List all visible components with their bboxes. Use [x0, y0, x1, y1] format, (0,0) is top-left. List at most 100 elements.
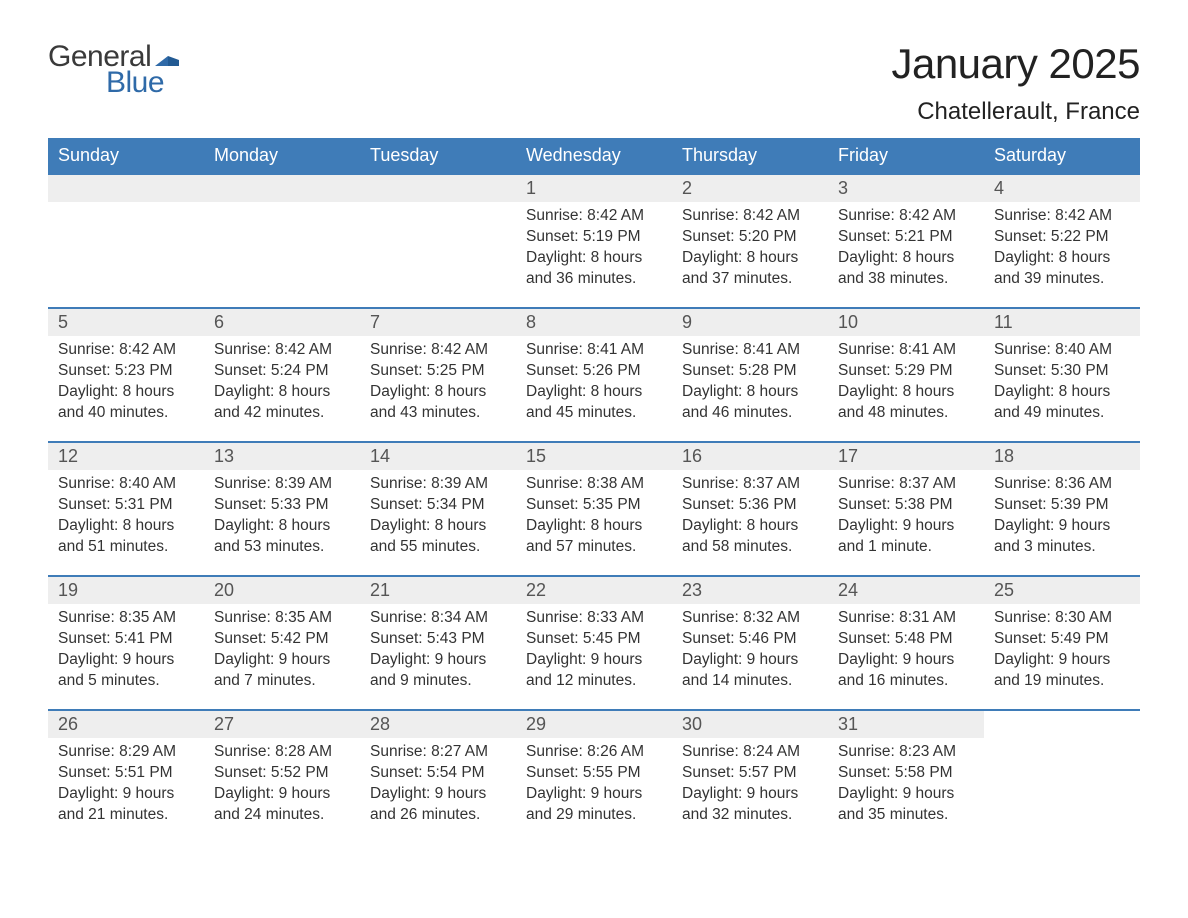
- day-number: 20: [204, 577, 360, 604]
- day-body: Sunrise: 8:29 AMSunset: 5:51 PMDaylight:…: [48, 738, 204, 834]
- day-cell: 5Sunrise: 8:42 AMSunset: 5:23 PMDaylight…: [48, 308, 204, 442]
- day-number: 22: [516, 577, 672, 604]
- page-header: General Blue January 2025 Chatellerault,…: [48, 40, 1140, 126]
- day-cell: 18Sunrise: 8:36 AMSunset: 5:39 PMDayligh…: [984, 442, 1140, 576]
- day-number: 2: [672, 175, 828, 202]
- day-body: Sunrise: 8:40 AMSunset: 5:30 PMDaylight:…: [984, 336, 1140, 432]
- day-body: Sunrise: 8:41 AMSunset: 5:28 PMDaylight:…: [672, 336, 828, 432]
- weekday-header: Thursday: [672, 138, 828, 174]
- day-number: 7: [360, 309, 516, 336]
- day-body: Sunrise: 8:23 AMSunset: 5:58 PMDaylight:…: [828, 738, 984, 834]
- day-cell: 22Sunrise: 8:33 AMSunset: 5:45 PMDayligh…: [516, 576, 672, 710]
- day-cell: 2Sunrise: 8:42 AMSunset: 5:20 PMDaylight…: [672, 174, 828, 308]
- day-number: 10: [828, 309, 984, 336]
- day-body: Sunrise: 8:39 AMSunset: 5:34 PMDaylight:…: [360, 470, 516, 566]
- day-body: Sunrise: 8:42 AMSunset: 5:20 PMDaylight:…: [672, 202, 828, 298]
- day-cell: 10Sunrise: 8:41 AMSunset: 5:29 PMDayligh…: [828, 308, 984, 442]
- day-cell: 4Sunrise: 8:42 AMSunset: 5:22 PMDaylight…: [984, 174, 1140, 308]
- weekday-header: Friday: [828, 138, 984, 174]
- day-cell: 28Sunrise: 8:27 AMSunset: 5:54 PMDayligh…: [360, 710, 516, 844]
- day-cell: [360, 174, 516, 308]
- logo-text-blue: Blue: [106, 66, 179, 100]
- day-cell: 13Sunrise: 8:39 AMSunset: 5:33 PMDayligh…: [204, 442, 360, 576]
- day-number-empty: [360, 175, 516, 202]
- day-number-empty: [204, 175, 360, 202]
- day-number: 31: [828, 711, 984, 738]
- day-number: 24: [828, 577, 984, 604]
- day-cell: [204, 174, 360, 308]
- day-number: 6: [204, 309, 360, 336]
- day-body: Sunrise: 8:42 AMSunset: 5:25 PMDaylight:…: [360, 336, 516, 432]
- logo-flag-icon: [155, 48, 179, 66]
- day-number: 5: [48, 309, 204, 336]
- day-cell: 23Sunrise: 8:32 AMSunset: 5:46 PMDayligh…: [672, 576, 828, 710]
- week-row: 5Sunrise: 8:42 AMSunset: 5:23 PMDaylight…: [48, 308, 1140, 442]
- day-cell: 29Sunrise: 8:26 AMSunset: 5:55 PMDayligh…: [516, 710, 672, 844]
- day-cell: 16Sunrise: 8:37 AMSunset: 5:36 PMDayligh…: [672, 442, 828, 576]
- day-number: 11: [984, 309, 1140, 336]
- day-number: 14: [360, 443, 516, 470]
- week-row: 19Sunrise: 8:35 AMSunset: 5:41 PMDayligh…: [48, 576, 1140, 710]
- day-number: 26: [48, 711, 204, 738]
- day-cell: 14Sunrise: 8:39 AMSunset: 5:34 PMDayligh…: [360, 442, 516, 576]
- day-body: Sunrise: 8:26 AMSunset: 5:55 PMDaylight:…: [516, 738, 672, 834]
- day-number: 25: [984, 577, 1140, 604]
- weekday-header: Tuesday: [360, 138, 516, 174]
- title-block: January 2025 Chatellerault, France: [891, 40, 1140, 126]
- day-cell: 6Sunrise: 8:42 AMSunset: 5:24 PMDaylight…: [204, 308, 360, 442]
- day-cell: 9Sunrise: 8:41 AMSunset: 5:28 PMDaylight…: [672, 308, 828, 442]
- day-number: 19: [48, 577, 204, 604]
- day-body: Sunrise: 8:27 AMSunset: 5:54 PMDaylight:…: [360, 738, 516, 834]
- day-body: Sunrise: 8:37 AMSunset: 5:36 PMDaylight:…: [672, 470, 828, 566]
- day-body: Sunrise: 8:42 AMSunset: 5:23 PMDaylight:…: [48, 336, 204, 432]
- day-number: 3: [828, 175, 984, 202]
- day-cell: 21Sunrise: 8:34 AMSunset: 5:43 PMDayligh…: [360, 576, 516, 710]
- day-number: 16: [672, 443, 828, 470]
- day-cell: [984, 710, 1140, 844]
- day-number: 12: [48, 443, 204, 470]
- day-number: 27: [204, 711, 360, 738]
- day-number: 1: [516, 175, 672, 202]
- day-number: 28: [360, 711, 516, 738]
- day-body: Sunrise: 8:42 AMSunset: 5:19 PMDaylight:…: [516, 202, 672, 298]
- calendar-body: 1Sunrise: 8:42 AMSunset: 5:19 PMDaylight…: [48, 174, 1140, 844]
- day-number-empty: [48, 175, 204, 202]
- day-number: 21: [360, 577, 516, 604]
- day-number: 9: [672, 309, 828, 336]
- day-cell: [48, 174, 204, 308]
- day-cell: 3Sunrise: 8:42 AMSunset: 5:21 PMDaylight…: [828, 174, 984, 308]
- weekday-header: Saturday: [984, 138, 1140, 174]
- day-cell: 12Sunrise: 8:40 AMSunset: 5:31 PMDayligh…: [48, 442, 204, 576]
- day-cell: 17Sunrise: 8:37 AMSunset: 5:38 PMDayligh…: [828, 442, 984, 576]
- location: Chatellerault, France: [891, 98, 1140, 126]
- week-row: 26Sunrise: 8:29 AMSunset: 5:51 PMDayligh…: [48, 710, 1140, 844]
- day-body: Sunrise: 8:24 AMSunset: 5:57 PMDaylight:…: [672, 738, 828, 834]
- day-cell: 25Sunrise: 8:30 AMSunset: 5:49 PMDayligh…: [984, 576, 1140, 710]
- day-body: Sunrise: 8:37 AMSunset: 5:38 PMDaylight:…: [828, 470, 984, 566]
- day-cell: 24Sunrise: 8:31 AMSunset: 5:48 PMDayligh…: [828, 576, 984, 710]
- day-number: 8: [516, 309, 672, 336]
- day-number: 23: [672, 577, 828, 604]
- day-body: Sunrise: 8:30 AMSunset: 5:49 PMDaylight:…: [984, 604, 1140, 700]
- day-number: 4: [984, 175, 1140, 202]
- day-body: Sunrise: 8:28 AMSunset: 5:52 PMDaylight:…: [204, 738, 360, 834]
- day-body: Sunrise: 8:42 AMSunset: 5:22 PMDaylight:…: [984, 202, 1140, 298]
- day-number: 18: [984, 443, 1140, 470]
- day-body: Sunrise: 8:31 AMSunset: 5:48 PMDaylight:…: [828, 604, 984, 700]
- day-number: 29: [516, 711, 672, 738]
- day-number: 17: [828, 443, 984, 470]
- day-number: 30: [672, 711, 828, 738]
- day-cell: 31Sunrise: 8:23 AMSunset: 5:58 PMDayligh…: [828, 710, 984, 844]
- day-body: Sunrise: 8:42 AMSunset: 5:24 PMDaylight:…: [204, 336, 360, 432]
- day-cell: 27Sunrise: 8:28 AMSunset: 5:52 PMDayligh…: [204, 710, 360, 844]
- day-cell: 26Sunrise: 8:29 AMSunset: 5:51 PMDayligh…: [48, 710, 204, 844]
- day-cell: 30Sunrise: 8:24 AMSunset: 5:57 PMDayligh…: [672, 710, 828, 844]
- day-cell: 15Sunrise: 8:38 AMSunset: 5:35 PMDayligh…: [516, 442, 672, 576]
- day-body: Sunrise: 8:39 AMSunset: 5:33 PMDaylight:…: [204, 470, 360, 566]
- day-body: Sunrise: 8:41 AMSunset: 5:29 PMDaylight:…: [828, 336, 984, 432]
- day-cell: 1Sunrise: 8:42 AMSunset: 5:19 PMDaylight…: [516, 174, 672, 308]
- day-body: Sunrise: 8:35 AMSunset: 5:41 PMDaylight:…: [48, 604, 204, 700]
- calendar-table: SundayMondayTuesdayWednesdayThursdayFrid…: [48, 138, 1140, 844]
- day-cell: 7Sunrise: 8:42 AMSunset: 5:25 PMDaylight…: [360, 308, 516, 442]
- day-body: Sunrise: 8:41 AMSunset: 5:26 PMDaylight:…: [516, 336, 672, 432]
